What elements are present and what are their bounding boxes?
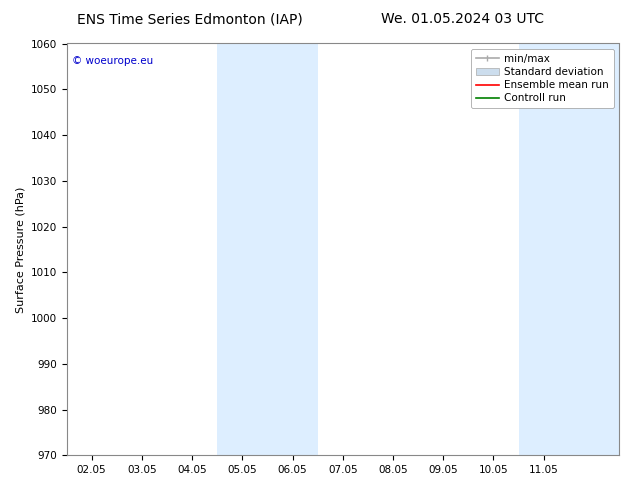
Bar — [217, 44, 318, 455]
Bar — [519, 44, 619, 455]
Legend: min/max, Standard deviation, Ensemble mean run, Controll run: min/max, Standard deviation, Ensemble me… — [470, 49, 614, 108]
Y-axis label: Surface Pressure (hPa): Surface Pressure (hPa) — [15, 186, 25, 313]
Text: ENS Time Series Edmonton (IAP): ENS Time Series Edmonton (IAP) — [77, 12, 303, 26]
Text: We. 01.05.2024 03 UTC: We. 01.05.2024 03 UTC — [381, 12, 545, 26]
Text: © woeurope.eu: © woeurope.eu — [72, 56, 153, 66]
